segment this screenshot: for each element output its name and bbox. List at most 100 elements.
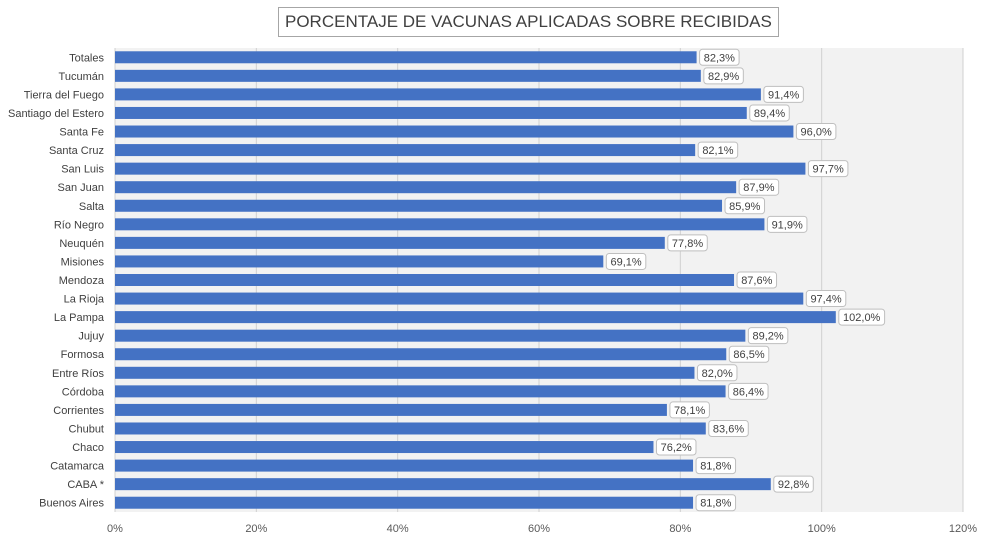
bar — [115, 329, 746, 342]
category-label: Río Negro — [54, 219, 104, 231]
data-label: 69,1% — [610, 256, 641, 268]
data-label-box — [773, 475, 814, 493]
data-label-box — [724, 197, 766, 215]
category-label: Tucumán — [59, 71, 104, 83]
data-label-box — [667, 234, 708, 252]
category-label: Neuquén — [59, 238, 104, 250]
x-tick-label: 40% — [387, 523, 409, 535]
bar — [115, 403, 667, 416]
bar — [115, 181, 737, 194]
category-label: Tierra del Fuego — [24, 89, 104, 101]
data-label: 82,1% — [702, 145, 733, 157]
data-label: 82,9% — [708, 71, 739, 83]
data-label-box — [697, 141, 739, 159]
data-label-box — [807, 160, 849, 178]
category-label: Totales — [69, 52, 104, 64]
data-label: 96,0% — [801, 127, 832, 139]
data-label-box — [805, 290, 847, 308]
bar — [115, 366, 695, 379]
x-tick-label: 80% — [669, 523, 691, 535]
category-label: San Juan — [58, 182, 104, 194]
bar — [115, 69, 701, 82]
data-label-box — [695, 457, 737, 475]
category-label: Formosa — [61, 349, 105, 361]
bar — [115, 348, 727, 361]
category-label: Mendoza — [59, 275, 105, 287]
category-label: San Luis — [61, 164, 104, 176]
data-label-box — [699, 48, 740, 66]
category-label: Jujuy — [78, 331, 104, 343]
category-label: Santa Fe — [59, 127, 104, 139]
data-label-box — [795, 123, 837, 141]
bar — [115, 106, 747, 119]
category-label: Chubut — [69, 423, 104, 435]
data-label-box — [838, 308, 886, 326]
category-label: Corrientes — [53, 405, 104, 417]
category-label: Santa Cruz — [49, 145, 104, 157]
data-label: 86,5% — [733, 349, 764, 361]
category-label: La Rioja — [64, 294, 105, 306]
data-label: 91,9% — [772, 219, 803, 231]
bar — [115, 292, 804, 305]
category-label: CABA * — [67, 479, 104, 491]
data-label: 102,0% — [843, 312, 881, 324]
data-label-box — [749, 104, 790, 122]
data-label-box — [605, 252, 647, 270]
data-label: 97,4% — [810, 294, 841, 306]
data-label: 81,8% — [700, 498, 731, 510]
bar — [115, 162, 806, 175]
data-label: 89,2% — [752, 331, 783, 343]
category-label: Catamarca — [50, 461, 105, 473]
bar — [115, 478, 771, 491]
chart-title: PORCENTAJE DE VACUNAS APLICADAS SOBRE RE… — [278, 7, 779, 37]
category-label: La Pampa — [54, 312, 105, 324]
bar — [115, 125, 794, 138]
bar — [115, 441, 654, 454]
bar — [115, 459, 694, 472]
data-label: 97,7% — [813, 164, 844, 176]
category-label: Santiago del Estero — [8, 108, 104, 120]
data-label-box — [738, 178, 780, 196]
bar — [115, 311, 836, 324]
x-tick-label: 120% — [949, 523, 977, 535]
x-tick-label: 60% — [528, 523, 550, 535]
data-label-box — [747, 327, 789, 345]
data-label-box — [728, 345, 770, 363]
data-label: 92,8% — [778, 479, 809, 491]
data-label: 78,1% — [674, 405, 705, 417]
data-label-box — [763, 85, 804, 103]
category-label: Buenos Aires — [39, 498, 104, 510]
data-label: 91,4% — [768, 89, 799, 101]
category-label: Entre Ríos — [52, 368, 104, 380]
data-label: 81,8% — [700, 461, 731, 473]
x-tick-label: 100% — [808, 523, 836, 535]
data-label: 77,8% — [672, 238, 703, 250]
data-label: 87,9% — [743, 182, 774, 194]
data-label: 76,2% — [661, 442, 692, 454]
category-label: Córdoba — [62, 386, 105, 398]
data-label-box — [669, 401, 710, 419]
bar — [115, 236, 665, 249]
data-label: 85,9% — [729, 201, 760, 213]
category-label: Chaco — [72, 442, 104, 454]
bar — [115, 422, 706, 435]
data-label-box — [696, 364, 738, 382]
bar — [115, 51, 697, 64]
data-label: 82,3% — [704, 52, 735, 64]
x-tick-label: 0% — [107, 523, 123, 535]
data-label-box — [708, 419, 749, 437]
bar — [115, 274, 735, 286]
category-label: Misiones — [61, 256, 105, 268]
data-label: 83,6% — [713, 423, 744, 435]
data-label-box — [766, 215, 808, 233]
bar — [115, 385, 726, 398]
bar — [115, 199, 723, 212]
x-tick-label: 20% — [245, 523, 267, 535]
data-label: 86,4% — [733, 386, 764, 398]
data-label: 82,0% — [702, 368, 733, 380]
data-label-box — [703, 67, 744, 85]
data-label-box — [655, 438, 697, 456]
category-label: Salta — [79, 201, 105, 213]
data-label-box — [695, 494, 737, 512]
